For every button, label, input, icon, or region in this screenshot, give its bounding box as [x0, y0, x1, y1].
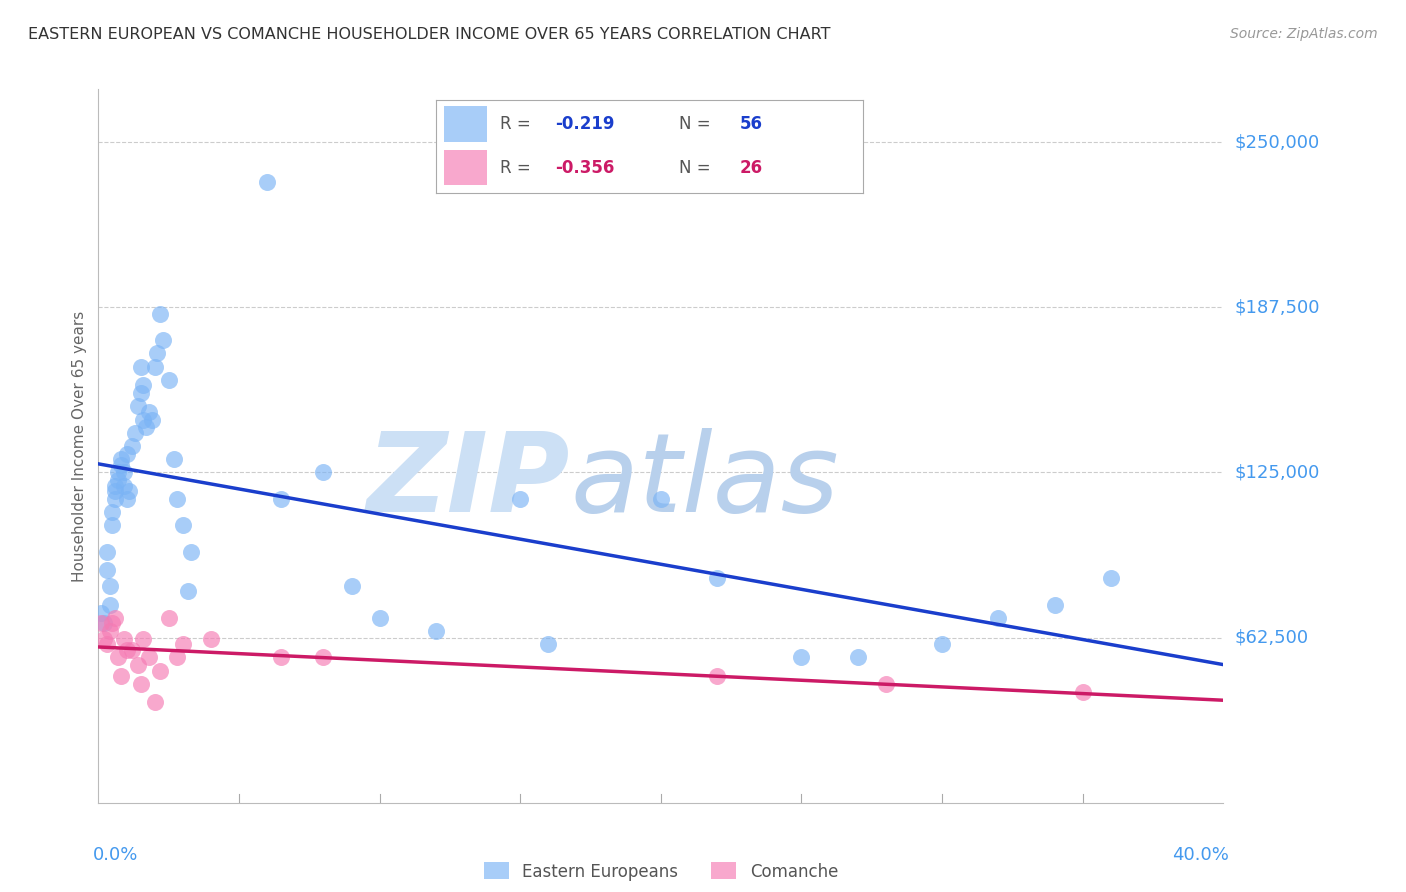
Point	[129, 359, 152, 374]
Point	[141, 412, 163, 426]
Point	[132, 378, 155, 392]
Point	[340, 579, 363, 593]
Point	[104, 483, 127, 498]
Point	[706, 669, 728, 683]
Text: atlas: atlas	[571, 428, 839, 535]
Point	[166, 650, 188, 665]
Point	[90, 616, 112, 631]
Point	[96, 563, 118, 577]
Point	[96, 545, 118, 559]
Point	[1043, 598, 1066, 612]
Point	[875, 677, 897, 691]
Point	[115, 447, 138, 461]
Point	[110, 458, 132, 472]
Point	[368, 611, 391, 625]
Point	[124, 425, 146, 440]
Point	[180, 545, 202, 559]
Point	[509, 491, 531, 506]
Point	[101, 518, 124, 533]
Text: $250,000: $250,000	[1234, 133, 1320, 151]
Text: $62,500: $62,500	[1234, 629, 1309, 647]
Point	[256, 175, 278, 189]
Point	[157, 611, 180, 625]
Point	[846, 650, 869, 665]
Point	[115, 491, 138, 506]
Point	[121, 439, 143, 453]
Point	[172, 518, 194, 533]
Y-axis label: Householder Income Over 65 years: Householder Income Over 65 years	[72, 310, 87, 582]
Point	[104, 611, 127, 625]
Point	[98, 598, 121, 612]
Point	[149, 664, 172, 678]
Point	[104, 478, 127, 492]
Point	[312, 466, 335, 480]
Point	[129, 677, 152, 691]
Point	[143, 695, 166, 709]
Point	[118, 483, 141, 498]
Point	[90, 606, 112, 620]
Point	[143, 359, 166, 374]
Point	[138, 650, 160, 665]
Text: $125,000: $125,000	[1234, 464, 1320, 482]
Point	[1071, 685, 1094, 699]
Text: 40.0%: 40.0%	[1173, 846, 1229, 863]
Point	[96, 637, 118, 651]
Point	[104, 491, 127, 506]
Point	[127, 400, 149, 414]
Point	[132, 632, 155, 646]
Point	[107, 650, 129, 665]
Text: 0.0%: 0.0%	[93, 846, 138, 863]
Point	[163, 452, 186, 467]
Point	[93, 616, 115, 631]
Point	[146, 346, 169, 360]
Text: ZIP: ZIP	[367, 428, 571, 535]
Point	[157, 373, 180, 387]
Point	[537, 637, 560, 651]
Point	[121, 642, 143, 657]
Point	[650, 491, 672, 506]
Point	[98, 579, 121, 593]
Point	[706, 571, 728, 585]
Point	[110, 669, 132, 683]
Point	[115, 642, 138, 657]
Point	[166, 491, 188, 506]
Point	[129, 386, 152, 401]
Point	[1099, 571, 1122, 585]
Point	[931, 637, 953, 651]
Point	[112, 466, 135, 480]
Point	[270, 491, 292, 506]
Point	[98, 624, 121, 638]
Point	[425, 624, 447, 638]
Point	[93, 632, 115, 646]
Point	[110, 452, 132, 467]
Point	[127, 658, 149, 673]
Point	[112, 478, 135, 492]
Point	[149, 307, 172, 321]
Point	[132, 412, 155, 426]
Point	[987, 611, 1010, 625]
Point	[107, 474, 129, 488]
Point	[112, 632, 135, 646]
Point	[790, 650, 813, 665]
Point	[107, 466, 129, 480]
Point	[101, 616, 124, 631]
Point	[270, 650, 292, 665]
Point	[200, 632, 222, 646]
Text: Source: ZipAtlas.com: Source: ZipAtlas.com	[1230, 27, 1378, 41]
Text: EASTERN EUROPEAN VS COMANCHE HOUSEHOLDER INCOME OVER 65 YEARS CORRELATION CHART: EASTERN EUROPEAN VS COMANCHE HOUSEHOLDER…	[28, 27, 831, 42]
Point	[138, 404, 160, 418]
Text: $187,500: $187,500	[1234, 298, 1320, 317]
Point	[101, 505, 124, 519]
Point	[177, 584, 200, 599]
Point	[135, 420, 157, 434]
Legend: Eastern Europeans, Comanche: Eastern Europeans, Comanche	[477, 855, 845, 888]
Point	[152, 333, 174, 347]
Point	[172, 637, 194, 651]
Point	[312, 650, 335, 665]
